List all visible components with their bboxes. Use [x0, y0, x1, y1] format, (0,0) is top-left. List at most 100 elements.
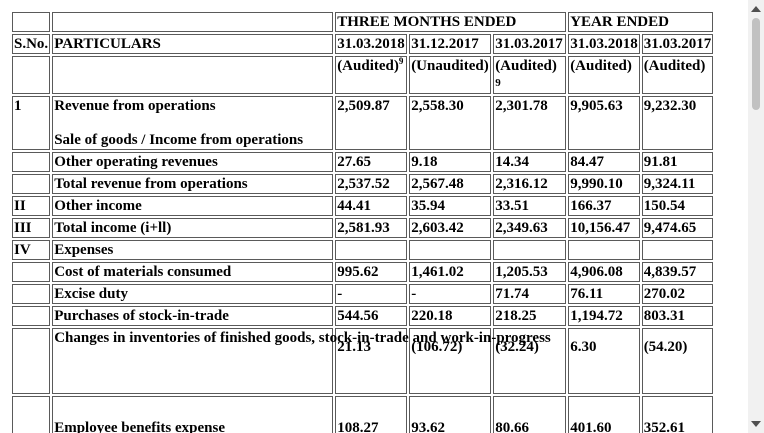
- table-row: Excise duty - - 71.74 76.11 270.02: [12, 284, 714, 304]
- audit-status: (Audited): [337, 58, 399, 74]
- footnote-marker: 9: [398, 56, 404, 66]
- scroll-up-arrow-icon[interactable]: [748, 0, 764, 17]
- value-cell: [568, 240, 640, 260]
- value-cell: [641, 240, 714, 260]
- value-cell: 93.62: [409, 396, 492, 433]
- sno-cell: 1: [12, 96, 51, 150]
- audit-status-cell: (Audited) 9: [493, 56, 567, 94]
- value-cell: 27.65: [335, 152, 408, 172]
- row-label: Other income: [52, 196, 334, 216]
- date-header: 31.03.2018: [568, 34, 640, 54]
- row-label: Excise duty: [52, 284, 334, 304]
- value-cell: 14.34: [493, 152, 567, 172]
- value-cell: 4,906.08: [568, 262, 640, 282]
- value-text: 21.13: [337, 339, 371, 355]
- row-label: Employee benefits expense: [54, 420, 226, 433]
- value-cell: 71.74: [493, 284, 567, 304]
- value-cell: 2,316.12: [493, 174, 567, 194]
- header-blank-cell: [52, 12, 334, 32]
- table-row: Cost of materials consumed 995.62 1,461.…: [12, 262, 714, 282]
- table-header-row-3: (Audited)9 (Unaudited) (Audited) 9 (Audit…: [12, 56, 714, 94]
- value-text: (32.24): [495, 339, 539, 355]
- sno-cell: IV: [12, 240, 51, 260]
- value-cell: -: [409, 284, 492, 304]
- table-header-row-2: S.No. PARTICULARS 31.03.2018 31.12.2017 …: [12, 34, 714, 54]
- value-cell: 1,461.02: [409, 262, 492, 282]
- audit-status: (Audited): [495, 58, 557, 74]
- value-cell: 6.30: [568, 328, 640, 394]
- table-row: Other operating revenues 27.65 9.18 14.3…: [12, 152, 714, 172]
- particulars-cell: Revenue from operations Sale of goods / …: [52, 96, 334, 150]
- value-cell: 9.18: [409, 152, 492, 172]
- value-text: 6.30: [570, 339, 597, 355]
- sno-cell: [12, 152, 51, 172]
- particulars-cell: Employee benefits expense: [52, 396, 334, 433]
- date-header: 31.12.2017: [409, 34, 492, 54]
- value-cell: 2,581.93: [335, 218, 408, 238]
- value-cell: (54.20): [641, 328, 714, 394]
- value-cell: 33.51: [493, 196, 567, 216]
- header-blank-cell: [12, 56, 51, 94]
- value-cell: 2,537.52: [335, 174, 408, 194]
- table-row: IV Expenses: [12, 240, 714, 260]
- table-row: Purchases of stock-in-trade 544.56 220.1…: [12, 306, 714, 326]
- value-cell: 76.11: [568, 284, 640, 304]
- sno-cell: [12, 328, 51, 394]
- sno-cell: [12, 284, 51, 304]
- audit-status: (Unaudited): [409, 56, 492, 94]
- value-cell: [409, 240, 492, 260]
- value-cell: 21.13: [335, 328, 408, 394]
- value-cell: (32.24): [493, 328, 567, 394]
- value-cell: 803.31: [641, 306, 714, 326]
- value-text: 93.62: [411, 420, 445, 433]
- value-cell: 1,205.53: [493, 262, 567, 282]
- value-cell: 35.94: [409, 196, 492, 216]
- document-viewport: THREE MONTHS ENDED YEAR ENDED S.No. PART…: [10, 10, 715, 433]
- financial-results-table: THREE MONTHS ENDED YEAR ENDED S.No. PART…: [10, 10, 715, 433]
- value-cell: 4,839.57: [641, 262, 714, 282]
- row-label: Changes in inventories of finished goods…: [52, 328, 551, 394]
- sno-header: S.No.: [12, 34, 51, 54]
- table-row: Total revenue from operations 2,537.52 2…: [12, 174, 714, 194]
- value-cell: 9,905.63: [568, 96, 640, 150]
- row-label: Purchases of stock-in-trade: [52, 306, 334, 326]
- date-header: 31.03.2017: [493, 34, 567, 54]
- row-label: Sale of goods / Income from operations: [54, 132, 304, 148]
- value-cell: 544.56: [335, 306, 408, 326]
- sno-cell: [12, 306, 51, 326]
- table-row: Changes in inventories of finished goods…: [12, 328, 714, 394]
- row-label: Cost of materials consumed: [52, 262, 334, 282]
- value-cell: 108.27: [335, 396, 408, 433]
- sno-cell: II: [12, 196, 51, 216]
- value-text: 108.27: [337, 420, 379, 433]
- audit-status: (Audited): [568, 56, 640, 94]
- date-header: 31.03.2018: [335, 34, 408, 54]
- scroll-down-arrow-icon[interactable]: [748, 416, 764, 433]
- date-header: 31.03.2017: [641, 34, 714, 54]
- value-cell: 166.37: [568, 196, 640, 216]
- row-label: Total revenue from operations: [52, 174, 334, 194]
- value-text: 80.66: [495, 420, 529, 433]
- particulars-header: PARTICULARS: [52, 34, 334, 54]
- value-cell: 84.47: [568, 152, 640, 172]
- value-cell: 352.61: [641, 396, 714, 433]
- table-row: 1 Revenue from operations Sale of goods …: [12, 96, 714, 150]
- value-cell: 401.60: [568, 396, 640, 433]
- value-cell: 9,232.30: [641, 96, 714, 150]
- value-cell: 2,509.87: [335, 96, 408, 150]
- row-label: Total income (i+ll): [52, 218, 334, 238]
- value-cell: 2,603.42: [409, 218, 492, 238]
- value-cell: 10,156.47: [568, 218, 640, 238]
- sno-cell: [12, 262, 51, 282]
- value-text: 401.60: [570, 420, 612, 433]
- value-cell: 995.62: [335, 262, 408, 282]
- value-cell: 80.66: [493, 396, 567, 433]
- year-ended-header: YEAR ENDED: [568, 12, 714, 32]
- scrollbar-thumb[interactable]: [752, 18, 760, 110]
- audit-status: (Audited): [641, 56, 714, 94]
- vertical-scrollbar[interactable]: [748, 0, 764, 433]
- footnote-marker: 9: [495, 77, 501, 89]
- row-label: Other operating revenues: [52, 152, 334, 172]
- value-cell: 2,558.30: [409, 96, 492, 150]
- value-cell: 218.25: [493, 306, 567, 326]
